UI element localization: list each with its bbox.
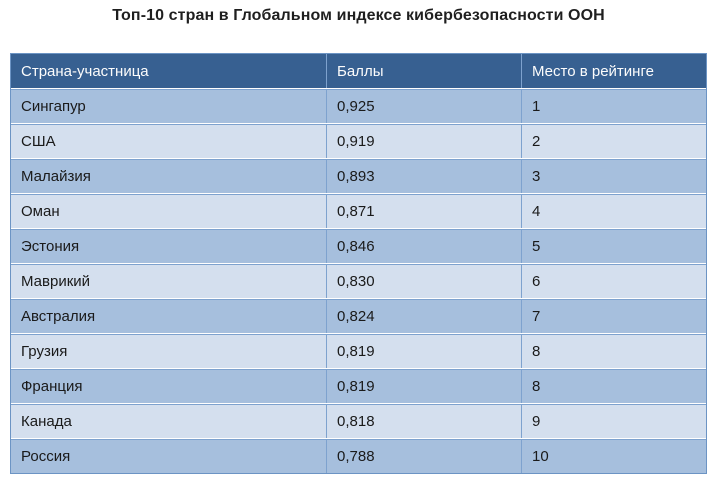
score-cell: 0,824: [326, 299, 521, 333]
table-row: Канада 0,818 9: [11, 404, 706, 438]
score-cell: 0,819: [326, 334, 521, 368]
score-cell: 0,925: [326, 89, 521, 123]
rank-cell: 10: [521, 439, 706, 473]
rank-cell: 3: [521, 159, 706, 193]
country-cell: Австралия: [11, 299, 326, 333]
score-cell: 0,830: [326, 264, 521, 298]
table-body: Сингапур 0,925 1 США 0,919 2 Малайзия 0,893 3 Ома…: [11, 89, 706, 473]
table-row: Австралия 0,824 7: [11, 299, 706, 333]
score-cell: 0,819: [326, 369, 521, 403]
rank-cell: 9: [521, 404, 706, 438]
ranking-table: Страна-участница Баллы Место в рейтинге …: [11, 54, 706, 473]
rank-cell: 8: [521, 369, 706, 403]
country-cell: Оман: [11, 194, 326, 228]
score-cell: 0,871: [326, 194, 521, 228]
country-cell: Франция: [11, 369, 326, 403]
rank-cell: 2: [521, 124, 706, 158]
score-cell: 0,919: [326, 124, 521, 158]
page-title: Топ-10 стран в Глобальном индексе киберб…: [112, 7, 605, 24]
table-header: Страна-участница Баллы Место в рейтинге: [11, 54, 706, 88]
table-row: Эстония 0,846 5: [11, 229, 706, 263]
rank-cell: 8: [521, 334, 706, 368]
header-row: Страна-участница Баллы Место в рейтинге: [11, 54, 706, 88]
country-cell: Сингапур: [11, 89, 326, 123]
table-row: Сингапур 0,925 1: [11, 89, 706, 123]
rank-cell: 6: [521, 264, 706, 298]
table-row: Малайзия 0,893 3: [11, 159, 706, 193]
country-cell: Грузия: [11, 334, 326, 368]
country-cell: Россия: [11, 439, 326, 473]
table-row: Россия 0,788 10: [11, 439, 706, 473]
table-row: Маврикий 0,830 6: [11, 264, 706, 298]
country-cell: Маврикий: [11, 264, 326, 298]
column-header-rank: Место в рейтинге: [521, 54, 706, 88]
column-header-country: Страна-участница: [11, 54, 326, 88]
table-row: США 0,919 2: [11, 124, 706, 158]
table-row: Франция 0,819 8: [11, 369, 706, 403]
country-cell: Канада: [11, 404, 326, 438]
cybersecurity-index-table: Страна-участница Баллы Место в рейтинге …: [10, 53, 707, 474]
column-header-score: Баллы: [326, 54, 521, 88]
table-row: Грузия 0,819 8: [11, 334, 706, 368]
country-cell: Малайзия: [11, 159, 326, 193]
table-row: Оман 0,871 4: [11, 194, 706, 228]
score-cell: 0,846: [326, 229, 521, 263]
rank-cell: 1: [521, 89, 706, 123]
score-cell: 0,818: [326, 404, 521, 438]
country-cell: Эстония: [11, 229, 326, 263]
rank-cell: 4: [521, 194, 706, 228]
score-cell: 0,893: [326, 159, 521, 193]
rank-cell: 5: [521, 229, 706, 263]
country-cell: США: [11, 124, 326, 158]
score-cell: 0,788: [326, 439, 521, 473]
rank-cell: 7: [521, 299, 706, 333]
